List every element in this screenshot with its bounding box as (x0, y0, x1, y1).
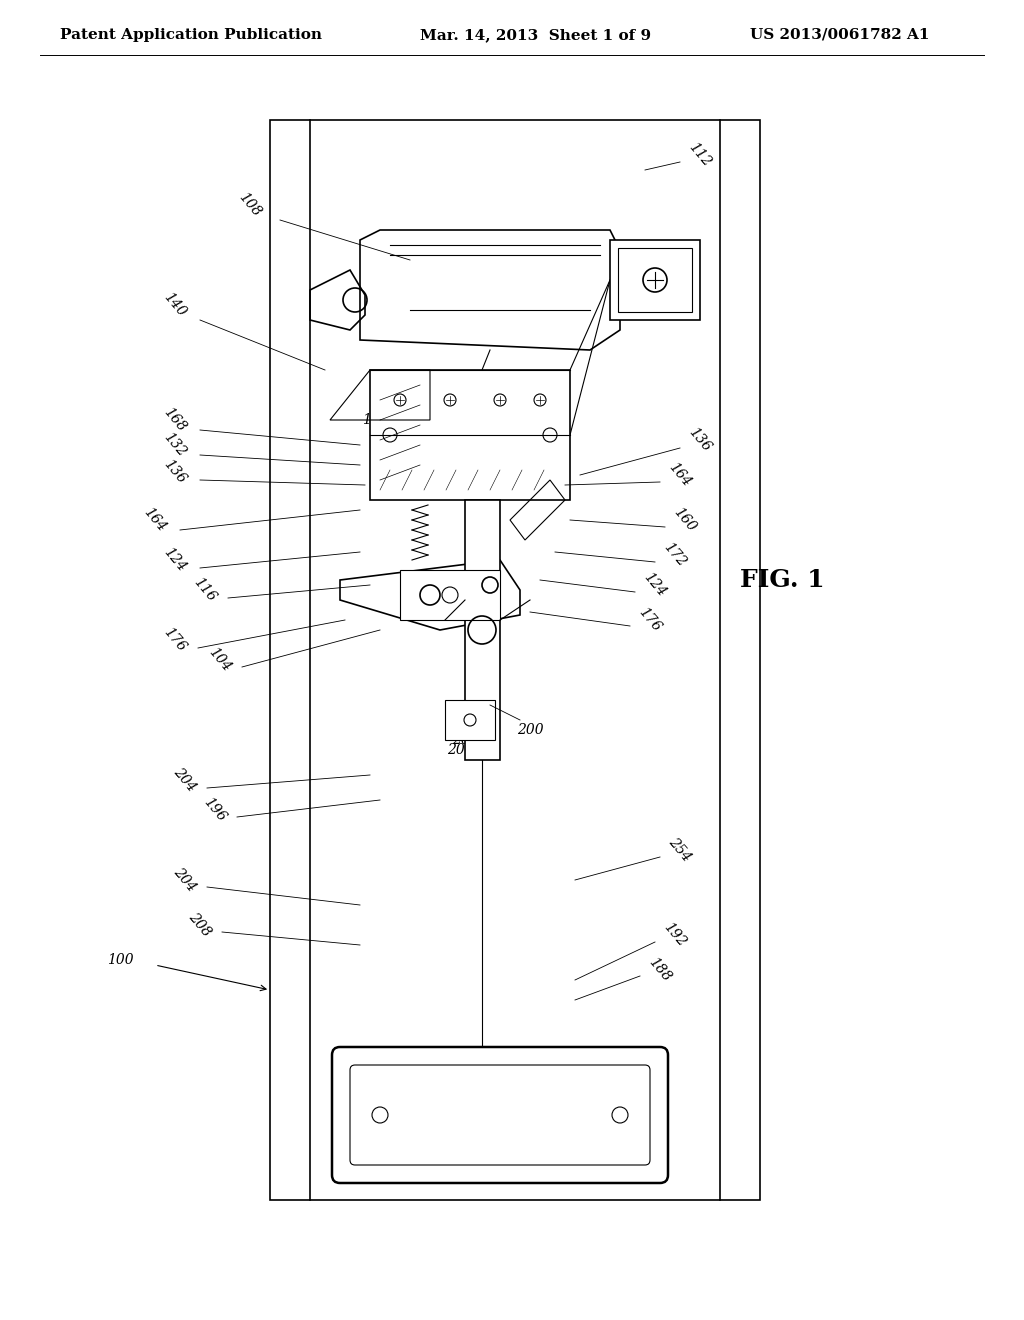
Text: 188: 188 (646, 956, 674, 985)
Text: 104: 104 (206, 645, 233, 675)
Text: 168: 168 (161, 405, 188, 434)
Text: FIG. 1: FIG. 1 (740, 568, 824, 591)
Text: 196: 196 (201, 796, 229, 825)
Text: 204: 204 (171, 766, 199, 795)
Bar (270, 120, 760, 1200)
Text: 108: 108 (237, 190, 264, 219)
Text: 160: 160 (671, 506, 699, 535)
Text: 140: 140 (161, 290, 188, 319)
Text: 203: 203 (446, 743, 473, 756)
Text: 112: 112 (686, 140, 714, 170)
Text: 254: 254 (666, 836, 694, 865)
Bar (465, 500, 500, 760)
Text: 164: 164 (141, 506, 169, 535)
Text: 132: 132 (161, 430, 188, 459)
Bar (370, 370, 570, 500)
Text: 100: 100 (106, 953, 133, 968)
Text: 144: 144 (361, 413, 388, 426)
Text: 200: 200 (517, 723, 544, 737)
Bar (400, 570, 500, 620)
Text: 124: 124 (161, 545, 188, 574)
Text: 208: 208 (452, 733, 478, 747)
Text: 208: 208 (186, 911, 214, 940)
Text: 172: 172 (662, 540, 689, 570)
Text: 204: 204 (171, 866, 199, 895)
Text: 192: 192 (662, 920, 689, 949)
Text: 176: 176 (636, 606, 664, 635)
Bar (618, 248, 692, 312)
Text: US 2013/0061782 A1: US 2013/0061782 A1 (750, 28, 930, 42)
Text: 136: 136 (161, 457, 188, 487)
FancyBboxPatch shape (350, 1065, 650, 1166)
Text: 164: 164 (666, 461, 694, 490)
FancyBboxPatch shape (332, 1047, 668, 1183)
Text: 176: 176 (161, 626, 188, 655)
Bar (610, 240, 700, 319)
Text: Mar. 14, 2013  Sheet 1 of 9: Mar. 14, 2013 Sheet 1 of 9 (420, 28, 651, 42)
Text: 124: 124 (641, 570, 669, 599)
Text: Patent Application Publication: Patent Application Publication (60, 28, 322, 42)
Text: 116: 116 (191, 576, 219, 605)
Bar (445, 700, 495, 741)
Text: 136: 136 (686, 425, 714, 454)
